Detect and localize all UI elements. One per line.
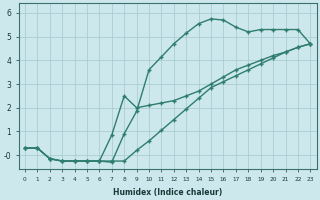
X-axis label: Humidex (Indice chaleur): Humidex (Indice chaleur): [113, 188, 222, 197]
